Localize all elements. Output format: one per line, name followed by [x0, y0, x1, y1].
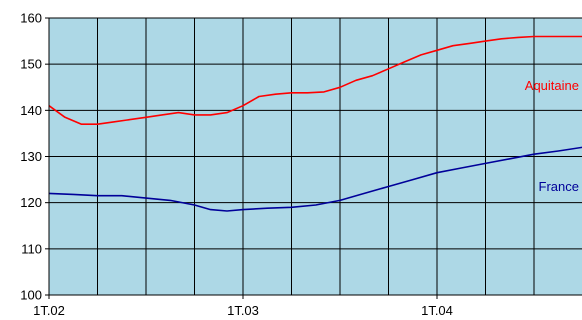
y-tick-label: 120	[20, 195, 42, 210]
x-axis-tick-labels: 1T.02 1T.03 1T.04	[33, 295, 453, 318]
series-line-1	[48, 35, 582, 125]
y-tick-label: 140	[20, 103, 42, 118]
y-tick-label: 160	[20, 11, 42, 26]
series-label: Aquitaine	[525, 78, 579, 93]
y-tick-label: 130	[20, 149, 42, 164]
y-axis-tick-labels: 100 110 120 130 140 150 160	[20, 11, 42, 303]
x-tick-label: 1T.04	[421, 303, 453, 318]
y-tick-label: 100	[20, 288, 42, 303]
series-lines	[48, 35, 582, 212]
y-tick-label: 110	[21, 241, 42, 256]
series-label: France	[539, 179, 579, 194]
series-labels: Aquitaine France	[525, 78, 579, 194]
x-tick-label: 1T.03	[227, 303, 259, 318]
series-line-2	[48, 146, 582, 212]
y-tick-label: 150	[20, 57, 42, 72]
x-tick-label: 1T.02	[33, 303, 65, 318]
